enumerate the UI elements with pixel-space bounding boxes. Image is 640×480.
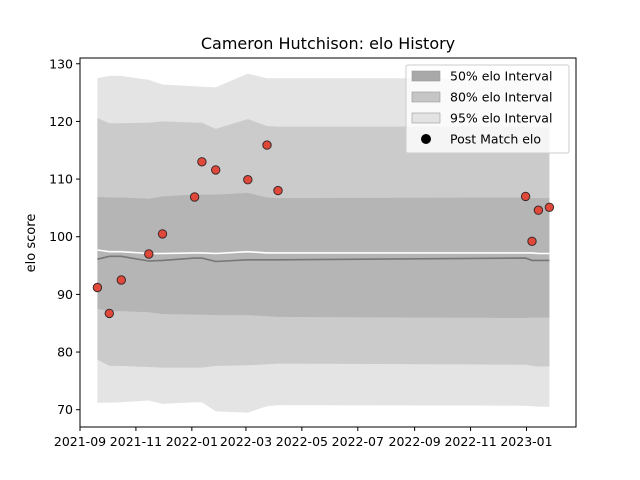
post-match-elo-point xyxy=(116,275,127,285)
x-axis: 2021-09 2021-11 2022-01 2022-03 2022-05 2022-… xyxy=(54,427,553,449)
post-match-elo-point xyxy=(144,249,154,259)
y-tick-label: 90 xyxy=(57,287,73,302)
median-line xyxy=(97,255,550,263)
y-axis-label: elo score xyxy=(24,214,39,273)
x-tick-label: 2022-05 xyxy=(276,434,328,449)
x-tick-label: 2021-11 xyxy=(110,434,162,449)
axes-frame xyxy=(79,57,577,428)
x-tick-label: 2022-11 xyxy=(444,434,496,449)
y-tick-label: 70 xyxy=(57,402,73,417)
x-tick-label: 2022-03 xyxy=(220,434,272,449)
x-tick-label: 2022-07 xyxy=(332,434,384,449)
band-95-interval xyxy=(97,73,550,413)
post-match-elo-point xyxy=(104,308,115,319)
post-match-elo-point xyxy=(273,185,283,196)
legend-swatch xyxy=(411,112,441,124)
y-tick-label: 80 xyxy=(57,345,73,360)
plot-area xyxy=(92,73,555,413)
x-tick-label: 2021-09 xyxy=(54,434,106,449)
post-match-elo-point xyxy=(533,205,544,215)
y-tick-label: 130 xyxy=(49,56,73,71)
y-tick-label: 100 xyxy=(49,229,73,244)
legend-label: 95% elo Interval xyxy=(450,111,552,126)
post-match-elo-point xyxy=(243,175,253,185)
post-match-elo-point xyxy=(262,140,272,150)
x-tick-label: 2023-01 xyxy=(500,434,552,449)
post-match-elo-point xyxy=(211,165,221,175)
chart-title: Cameron Hutchison: elo History xyxy=(201,34,455,53)
legend-marker xyxy=(421,134,431,144)
mean-line xyxy=(97,249,550,255)
y-axis: 70 80 90 100 110 120 130 xyxy=(49,56,80,417)
legend: 50% elo Interval 80% elo Interval 95% elo … xyxy=(405,64,570,154)
legend-swatch xyxy=(411,70,441,82)
legend-label: 80% elo Interval xyxy=(450,90,552,105)
y-tick-label: 110 xyxy=(49,172,73,187)
post-match-elo-point xyxy=(157,229,168,239)
legend-label: Post Match elo xyxy=(450,132,541,147)
legend-frame xyxy=(405,64,570,154)
legend-swatch xyxy=(411,91,441,103)
post-match-elo-point xyxy=(544,202,555,213)
post-match-elo-point xyxy=(197,157,207,167)
post-match-elo-point xyxy=(189,192,200,202)
x-tick-label: 2022-01 xyxy=(166,434,218,449)
x-tick-label: 2022-09 xyxy=(389,434,441,449)
post-match-elo-point xyxy=(520,191,531,202)
band-80-interval xyxy=(97,118,550,368)
legend-label: 50% elo Interval xyxy=(450,69,552,84)
post-match-elo-point xyxy=(527,236,537,247)
y-tick-label: 120 xyxy=(49,114,73,129)
post-match-elo-point xyxy=(92,282,103,293)
band-50-interval xyxy=(97,192,550,318)
